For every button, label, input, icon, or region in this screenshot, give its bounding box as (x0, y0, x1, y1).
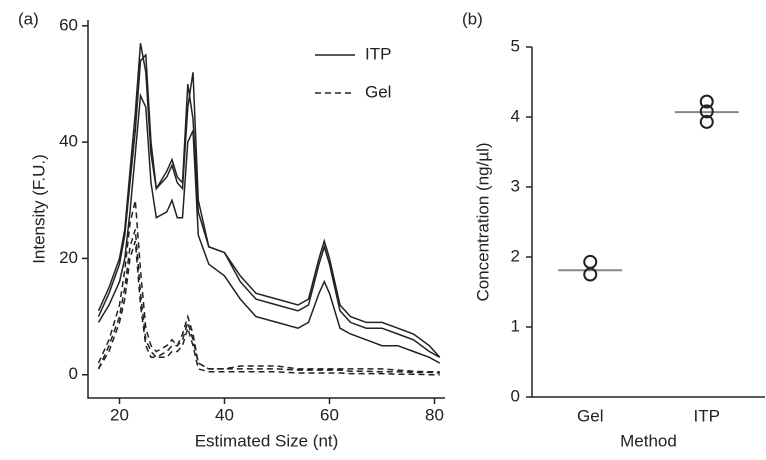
y-tick-label: 3 (511, 176, 520, 195)
trace (97, 229, 440, 374)
y-tick-label: 2 (511, 246, 520, 265)
panel-label: (b) (462, 9, 483, 28)
x-axis-label: Estimated Size (nt) (195, 431, 339, 450)
trace (97, 53, 441, 358)
y-axis-label: Concentration (ng/µl) (473, 142, 492, 301)
x-tick-label: ITP (694, 406, 720, 425)
y-tick-label: 0 (69, 364, 78, 383)
trace (97, 92, 441, 364)
y-tick-label: 60 (59, 15, 78, 34)
y-tick-label: 5 (511, 36, 520, 55)
x-tick-label: 80 (425, 405, 444, 424)
point (699, 104, 714, 119)
panel-label: (a) (18, 9, 39, 28)
axis (87, 20, 445, 399)
x-tick-label: Gel (577, 406, 603, 425)
y-tick-label: 40 (59, 132, 78, 151)
y-tick-label: 0 (511, 386, 520, 405)
x-tick-label: 40 (215, 405, 234, 424)
point (583, 254, 598, 269)
x-tick-label: 20 (110, 405, 129, 424)
y-axis-label: Intensity (F.U.) (29, 154, 48, 264)
x-tick-label: 60 (320, 405, 339, 424)
legend-label: ITP (365, 44, 391, 63)
y-tick-label: 4 (511, 106, 520, 125)
y-tick-label: 20 (59, 248, 78, 267)
point (583, 267, 598, 282)
y-tick-label: 1 (511, 316, 520, 335)
trace (97, 240, 440, 376)
point (699, 114, 714, 129)
axis (531, 47, 765, 398)
point (699, 94, 714, 109)
legend-label: Gel (365, 82, 391, 101)
x-axis-label: Method (620, 431, 677, 450)
